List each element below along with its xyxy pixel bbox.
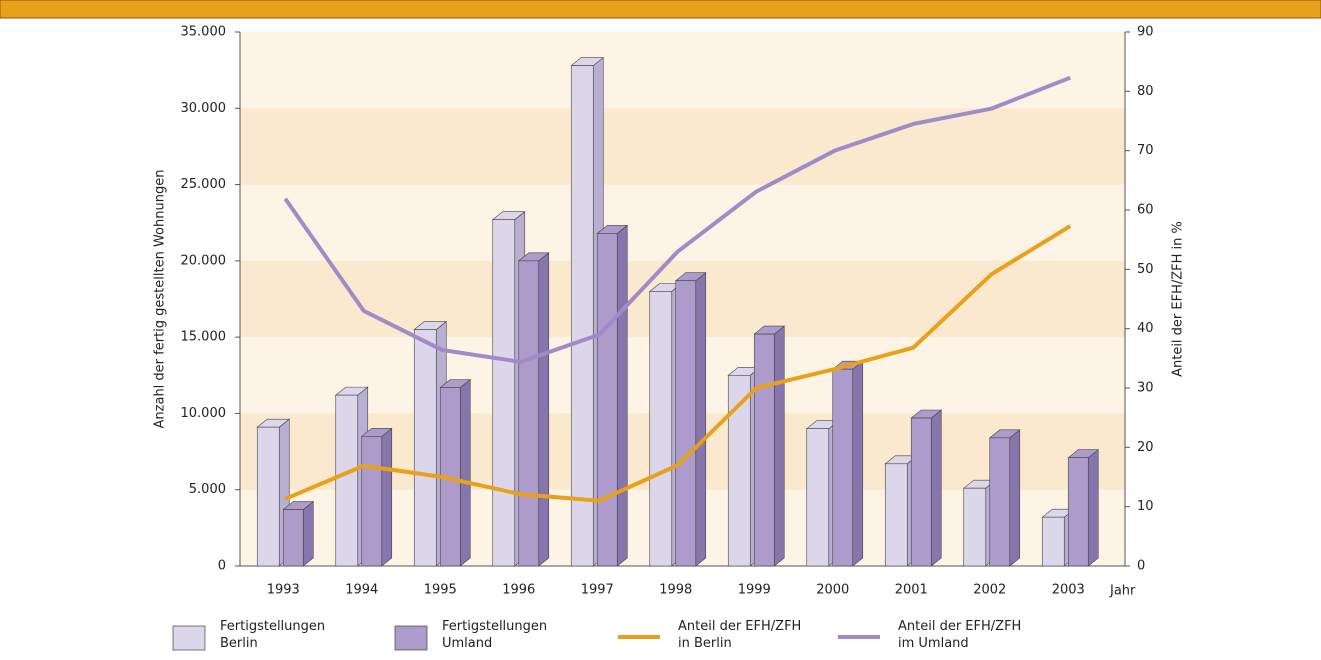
legend-swatch	[172, 625, 206, 651]
bar-front	[282, 509, 304, 567]
bar	[282, 500, 315, 567]
y-tick-label: 30.000	[181, 101, 227, 116]
bar-side	[381, 427, 393, 567]
x-tick-label: 2001	[895, 583, 928, 598]
bar	[439, 378, 472, 567]
bar-side	[538, 252, 550, 567]
bar-side	[1087, 449, 1099, 567]
bar-front	[884, 463, 908, 567]
x-tick-label: 1998	[659, 583, 692, 598]
bar-front	[727, 374, 751, 567]
bar-front	[675, 280, 697, 567]
x-axis-title: Jahr	[1109, 584, 1136, 599]
y2-tick-label: 50	[1137, 262, 1154, 277]
bar	[988, 429, 1021, 567]
y2-tick-label: 10	[1137, 499, 1154, 514]
y-tick-label: 15.000	[181, 330, 227, 345]
bar-side	[1009, 429, 1021, 567]
bar-front	[1067, 457, 1089, 567]
bar	[674, 272, 707, 567]
x-tick-label: 1994	[345, 583, 378, 598]
bar-front	[492, 219, 516, 567]
bar-front	[335, 394, 359, 567]
x-tick-label: 1993	[267, 583, 300, 598]
x-tick-label: 1999	[738, 583, 771, 598]
x-tick-label: 2003	[1052, 583, 1085, 598]
y-tick-label: 5.000	[189, 482, 226, 497]
bar-front	[518, 260, 540, 567]
bar-side	[695, 272, 707, 567]
y-axis-title: Anzahl der fertig gestellten Wohnungen	[153, 170, 168, 429]
y-tick-label: 0	[218, 559, 226, 574]
bar-front	[570, 65, 594, 567]
bar-side	[930, 409, 942, 567]
y-tick-label: 10.000	[181, 406, 227, 421]
legend-label: Anteil der EFH/ZFH im Umland	[898, 619, 1022, 651]
bar	[596, 224, 629, 567]
y2-tick-label: 60	[1137, 203, 1154, 218]
y2-tick-label: 30	[1137, 381, 1154, 396]
x-tick-label: 1996	[502, 583, 535, 598]
x-tick-label: 1995	[424, 583, 457, 598]
bar-front	[413, 329, 437, 567]
bar-side	[459, 378, 471, 567]
line	[283, 75, 1071, 364]
legend-label: Fertigstellungen Berlin	[220, 619, 326, 651]
y2-tick-label: 40	[1137, 321, 1154, 336]
y2-axis-title: Anteil der EFH/ZFH in %	[1171, 221, 1186, 377]
header-bar	[0, 0, 1321, 19]
bar-front	[649, 291, 673, 567]
x-tick-label: 2000	[816, 583, 849, 598]
bar-front	[361, 436, 383, 567]
bar-front	[753, 333, 775, 567]
bar	[831, 360, 864, 567]
legend-label: Anteil der EFH/ZFH in Berlin	[678, 619, 802, 651]
y2-tick-label: 70	[1137, 143, 1154, 158]
bar-side	[302, 500, 314, 567]
y-tick-label: 35.000	[181, 25, 227, 40]
x-tick-label: 1997	[581, 583, 614, 598]
bar-front	[832, 368, 854, 567]
bar-front	[963, 487, 987, 567]
bar-side	[773, 325, 785, 567]
bar-side	[852, 360, 864, 567]
bar-front	[989, 437, 1011, 567]
y2-tick-label: 20	[1137, 440, 1154, 455]
bar-front	[806, 428, 830, 567]
y-tick-label: 25.000	[181, 177, 227, 192]
legend-swatch	[394, 625, 428, 651]
bar-front	[596, 233, 618, 567]
y2-tick-label: 90	[1137, 25, 1154, 40]
bar	[1067, 449, 1100, 567]
bar-front	[910, 417, 932, 567]
y2-tick-label: 0	[1137, 559, 1145, 574]
bar	[256, 418, 291, 567]
bar	[360, 427, 393, 567]
bar-front	[256, 426, 280, 567]
bar-front	[1041, 516, 1065, 567]
bar	[753, 325, 786, 567]
bar	[910, 409, 943, 567]
y-tick-label: 20.000	[181, 253, 227, 268]
line	[284, 224, 1072, 503]
band	[240, 108, 1125, 185]
legend-label: Fertigstellungen Umland	[442, 619, 548, 651]
bar	[517, 252, 550, 567]
y2-tick-label: 80	[1137, 84, 1154, 99]
x-tick-label: 2002	[973, 583, 1006, 598]
bar-side	[616, 224, 628, 567]
